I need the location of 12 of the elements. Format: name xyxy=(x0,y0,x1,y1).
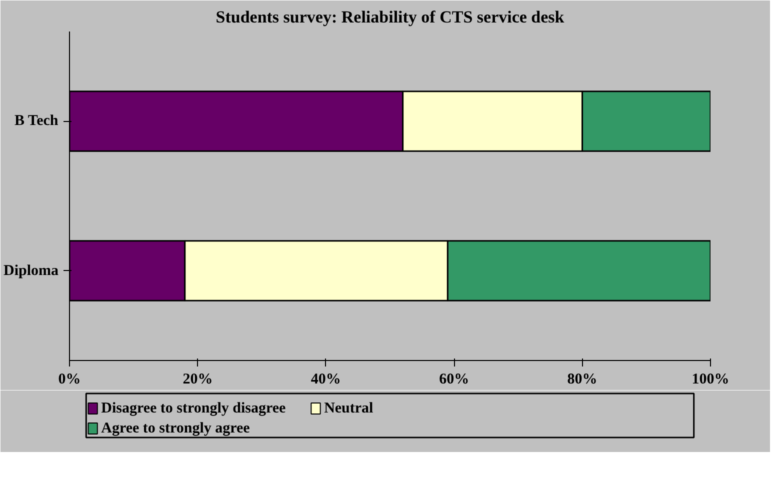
x-tick-label: 100% xyxy=(692,372,730,388)
x-tick-label: 0% xyxy=(58,372,81,388)
legend-label: Disagree to strongly disagree xyxy=(101,400,286,416)
x-tick-label: 60% xyxy=(439,372,470,388)
x-tick-label: 20% xyxy=(182,372,213,388)
legend-label: Neutral xyxy=(324,400,374,416)
chart-title: Students survey: Reliability of CTS service desk xyxy=(216,8,565,26)
y-tick-label: Diploma xyxy=(3,262,59,279)
legend-label: Agree to strongly agree xyxy=(101,420,250,436)
y-tick-label: B Tech xyxy=(14,113,59,130)
x-tick-label: 80% xyxy=(567,372,598,388)
x-tick-label: 40% xyxy=(310,372,341,388)
